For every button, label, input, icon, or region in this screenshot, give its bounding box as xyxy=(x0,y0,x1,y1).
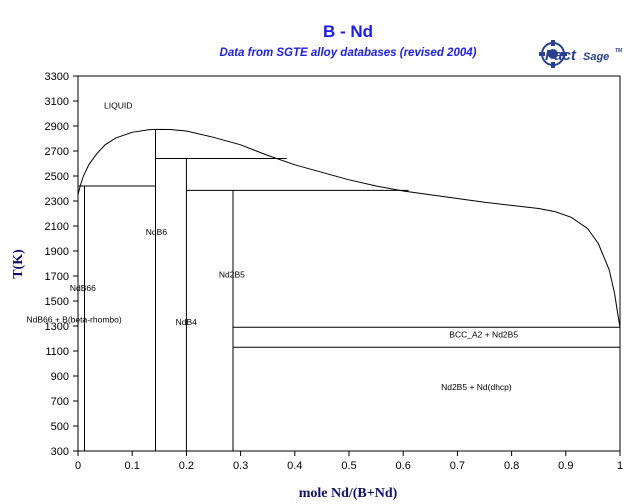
y-tick-label: 900 xyxy=(51,371,69,383)
x-tick-label: 0.8 xyxy=(504,460,519,472)
phase-label-1: NdB6 xyxy=(146,227,168,237)
y-tick-label: 1500 xyxy=(45,296,69,308)
y-tick-label: 3100 xyxy=(45,96,69,108)
factsage-logo-icon xyxy=(539,40,567,68)
phase-label-0: LIQUID xyxy=(104,101,132,111)
x-tick-label: 0.7 xyxy=(450,460,465,472)
y-tick-label: 500 xyxy=(51,421,69,433)
logo-word-fact: Fact xyxy=(545,47,577,64)
x-tick-label: 0.9 xyxy=(558,460,573,472)
y-tick-label: 3300 xyxy=(45,71,69,83)
logo-trademark: TM xyxy=(615,48,623,54)
y-axis-title: T(K) xyxy=(11,249,26,279)
x-tick-label: 1 xyxy=(617,460,623,472)
phase-label-3: Nd2B5 xyxy=(219,269,245,279)
y-tick-label: 1100 xyxy=(45,346,69,358)
x-tick-label: 0.5 xyxy=(341,460,356,472)
y-tick-label: 700 xyxy=(51,396,69,408)
x-axis-title: mole Nd/(B+Nd) xyxy=(299,486,398,501)
y-tick-label: 300 xyxy=(51,446,69,458)
phase-label-4: NdB66 + B(beta-rhombo) xyxy=(27,314,122,324)
x-tick-label: 0.4 xyxy=(287,460,302,472)
y-tick-label: 1900 xyxy=(45,246,69,258)
plot-frame xyxy=(77,75,621,452)
liquidus-curve xyxy=(77,128,621,328)
phase-label-7: Nd2B5 + Nd(dhcp) xyxy=(441,382,512,392)
phase-boundaries xyxy=(77,128,621,451)
y-tick-label: 2700 xyxy=(45,146,69,158)
y-tick-label: 2900 xyxy=(45,121,69,133)
phase-label-5: NdB4 xyxy=(176,317,198,327)
x-tick-label: 0.3 xyxy=(233,460,248,472)
y-tick-label: 1700 xyxy=(45,271,69,283)
y-tick-label: 1300 xyxy=(45,321,69,333)
y-tick-label: 2100 xyxy=(45,221,69,233)
factsage-logo: Fact Sage TM xyxy=(539,40,623,68)
logo-word-sage: Sage xyxy=(583,51,609,63)
chart-title: B - Nd xyxy=(323,22,373,41)
phase-labels: LIQUID NdB6 NdB66 Nd2B5 NdB66 + B(beta-rhomb… xyxy=(27,101,519,392)
phase-label-2: NdB66 xyxy=(70,283,96,293)
x-tick-label: 0.1 xyxy=(125,460,140,472)
x-tick-label: 0.2 xyxy=(179,460,194,472)
y-axis: 300 500 700 900 1100 1300 1500 1700 1900 2100 2300… xyxy=(45,71,78,458)
x-axis: 0 0.1 0.2 0.3 0.4 0.5 0.6 0.7 0.8 0.9 1 xyxy=(75,451,623,472)
chart-subtitle: Data from SGTE alloy databases (revised … xyxy=(220,47,477,59)
phase-label-6: BCC_A2 + Nd2B5 xyxy=(449,329,518,339)
x-tick-label: 0.6 xyxy=(396,460,411,472)
y-tick-label: 2300 xyxy=(45,196,69,208)
x-tick-label: 0 xyxy=(75,460,81,472)
y-tick-label: 2500 xyxy=(45,171,69,183)
